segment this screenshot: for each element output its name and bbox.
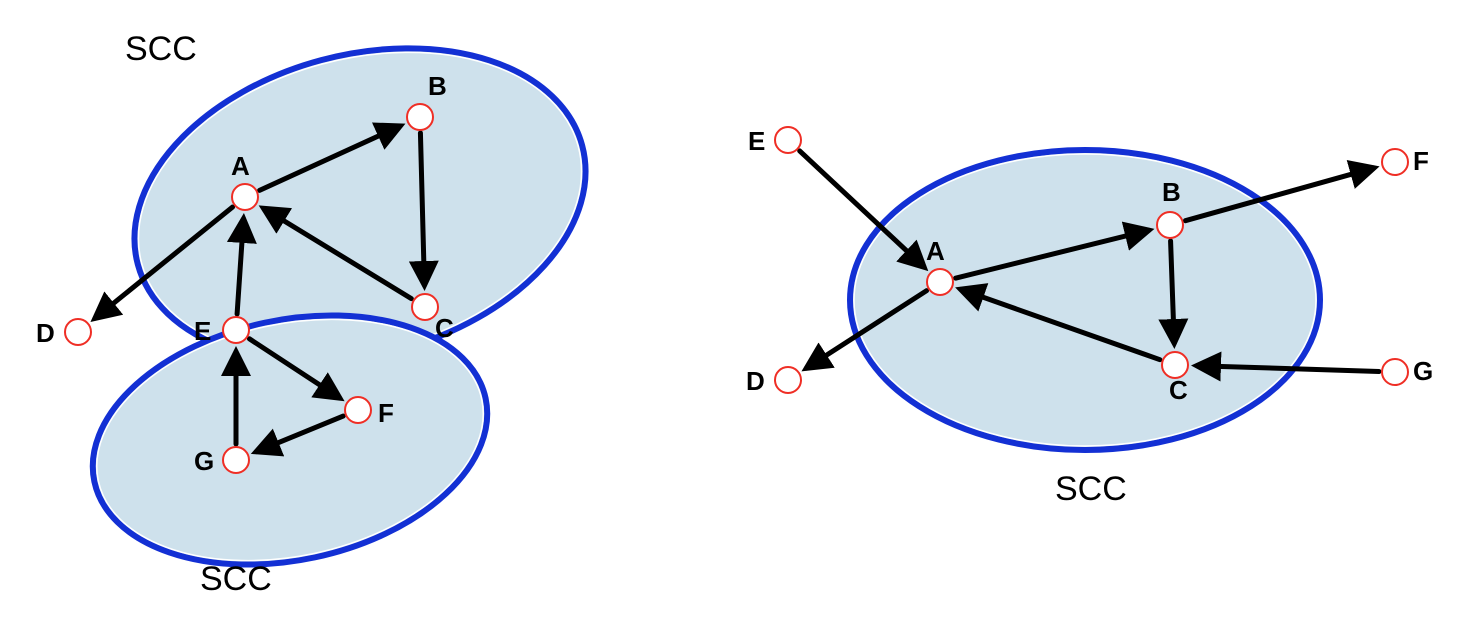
node-label-A: A [231,151,250,181]
node-label-F: F [1413,146,1429,176]
scc-region [850,150,1320,450]
node-label-B: B [1162,177,1181,207]
node-label-D: D [746,366,765,396]
node-label-D: D [36,318,55,348]
node-A [232,184,258,210]
node-label-E: E [748,126,765,156]
node-G [223,447,249,473]
scc-label: SCC [1055,470,1127,508]
node-D [65,319,91,345]
node-G [1382,359,1408,385]
node-label-A: A [926,236,945,266]
diagram-canvas: A B C D E F G SCC SCC A B C D E F G SCC [0,0,1482,628]
node-label-C: C [435,313,454,343]
scc-label: SCC [125,30,197,68]
node-B [1157,212,1183,238]
scc-label: SCC [200,560,272,598]
node-label-E: E [194,316,211,346]
node-label-C: C [1169,375,1188,405]
node-label-F: F [378,398,394,428]
node-D [775,367,801,393]
node-F [345,397,371,423]
node-label-G: G [1413,356,1433,386]
node-E [223,317,249,343]
node-B [407,104,433,130]
node-label-G: G [194,446,214,476]
node-F [1382,149,1408,175]
node-E [775,127,801,153]
node-A [927,269,953,295]
node-label-B: B [428,71,447,101]
